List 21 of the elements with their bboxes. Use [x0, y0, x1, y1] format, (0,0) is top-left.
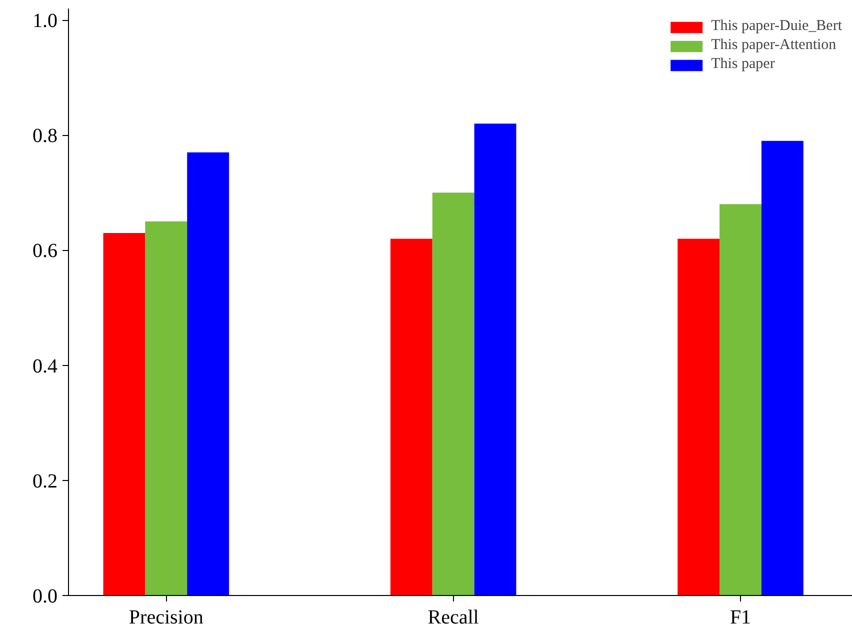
y-tick-label: 0.8 [32, 125, 58, 148]
legend-label: This paper [711, 56, 775, 73]
y-tick-label: 0.6 [32, 240, 58, 262]
legend-label: This paper-Attention [711, 37, 836, 54]
bar [678, 238, 720, 596]
x-tick-label: F1 [730, 606, 752, 628]
y-tick-label: 0.0 [32, 586, 58, 608]
y-tick-label: 0.4 [32, 355, 58, 378]
bar [761, 140, 804, 596]
legend-label: This paper-Duie_Bert [711, 18, 842, 35]
bar [145, 221, 188, 596]
x-tick-label: Precision [128, 606, 204, 628]
bar [720, 204, 762, 596]
bar [474, 124, 516, 596]
bar [390, 238, 432, 596]
bar [432, 192, 474, 596]
bar [187, 152, 230, 596]
y-tick-label: 1.0 [32, 10, 58, 32]
bar [103, 232, 146, 596]
y-tick-label: 0.2 [32, 470, 58, 492]
x-tick-label: Recall [428, 606, 480, 628]
